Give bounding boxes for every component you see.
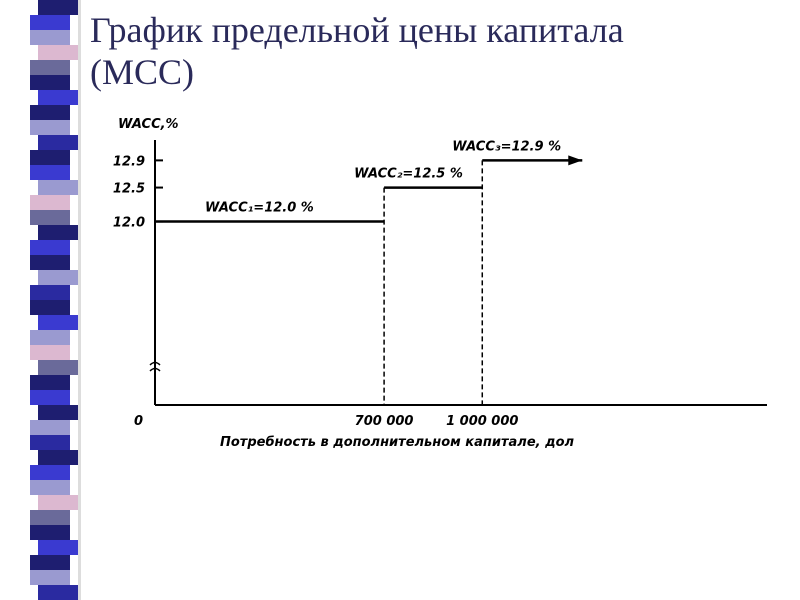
stripe (30, 480, 70, 495)
stripe (30, 345, 70, 360)
title-line: График предельной цены капитала (MCC) (90, 10, 624, 92)
y-tick-label: 12.0 (113, 216, 145, 231)
stripe (38, 315, 78, 330)
stripe (38, 90, 78, 105)
stripe (38, 180, 78, 195)
y-tick-label: 12.9 (113, 154, 145, 169)
stripe (30, 300, 70, 315)
stripe (38, 225, 78, 240)
x-tick-label: 1 000 000 (446, 414, 518, 429)
stripe (38, 450, 78, 465)
stripe (30, 15, 70, 30)
x-tick-label: 0 (134, 414, 143, 429)
stripe (30, 30, 70, 45)
stripe (30, 165, 70, 180)
stripe (38, 495, 78, 510)
value-label: WACC₂=12.5 % (354, 167, 463, 182)
stripe (30, 435, 70, 450)
value-label: WACC₁=12.0 % (205, 201, 314, 216)
value-label: WACC₃=12.9 % (452, 139, 561, 154)
stripe (30, 555, 70, 570)
stripe (38, 405, 78, 420)
stripe (30, 210, 70, 225)
stripe (30, 510, 70, 525)
stripe (38, 540, 78, 555)
stripe (30, 150, 70, 165)
stripe (30, 75, 70, 90)
stripe (38, 0, 78, 15)
y-tick-label: 12.5 (113, 182, 145, 197)
stripe (30, 240, 70, 255)
arrow-head (568, 155, 583, 166)
stripe (30, 195, 70, 210)
stripe (30, 255, 70, 270)
stripe (30, 120, 70, 135)
stripe (38, 45, 78, 60)
x-axis-title: Потребность в дополнительном капитале, д… (220, 435, 575, 450)
stripe (38, 360, 78, 375)
stripe (30, 525, 70, 540)
stripe (38, 270, 78, 285)
stripe (30, 105, 70, 120)
stripe (38, 585, 78, 600)
stripe (30, 285, 70, 300)
side-stripes (30, 0, 81, 600)
x-tick-label: 700 000 (355, 414, 414, 429)
stripe (30, 465, 70, 480)
stripe (30, 375, 70, 390)
axis-break (149, 361, 161, 372)
stripe (30, 390, 70, 405)
stripe (30, 60, 70, 75)
stripe (38, 135, 78, 150)
stripe (30, 420, 70, 435)
stripe (30, 330, 70, 345)
y-axis-title: WACC,% (118, 117, 179, 132)
stripe (30, 570, 70, 585)
stripe-edge (78, 0, 81, 600)
